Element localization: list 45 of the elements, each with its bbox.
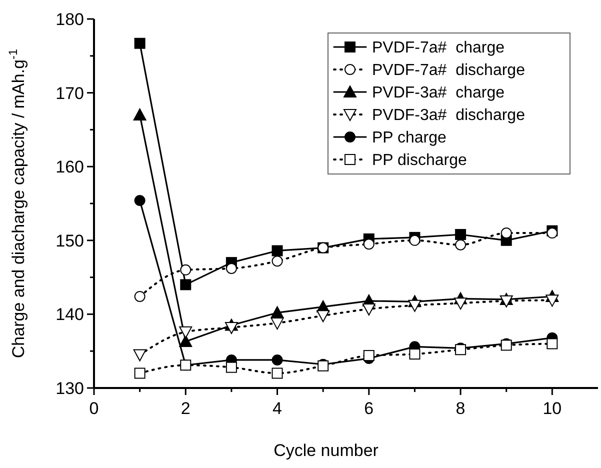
x-tick-label: 10 bbox=[542, 399, 562, 418]
point bbox=[362, 304, 376, 316]
legend-label: PVDF-7a# discharge bbox=[372, 62, 526, 80]
point bbox=[316, 310, 330, 322]
point bbox=[272, 354, 283, 366]
legend-label: PVDF-3a# discharge bbox=[372, 107, 526, 124]
x-tick-label: 8 bbox=[456, 399, 466, 418]
point bbox=[454, 298, 468, 310]
legend-label: PVDF-7a# charge bbox=[372, 40, 505, 57]
point bbox=[272, 368, 283, 379]
point bbox=[226, 362, 237, 373]
point bbox=[409, 348, 420, 360]
y-tick-label: 140 bbox=[56, 305, 84, 324]
point bbox=[272, 245, 283, 256]
point bbox=[133, 349, 146, 362]
point bbox=[134, 368, 146, 379]
point bbox=[134, 38, 146, 49]
point bbox=[224, 322, 238, 334]
legend-label: PP discharge bbox=[372, 152, 467, 170]
y-tick-label: 160 bbox=[56, 158, 84, 177]
point bbox=[546, 228, 558, 239]
x-tick-label: 2 bbox=[180, 399, 190, 418]
point bbox=[134, 195, 146, 206]
legend-label: PVDF-3a# charge bbox=[372, 84, 505, 102]
point bbox=[179, 326, 192, 338]
point bbox=[546, 294, 559, 307]
y-tick-label: 170 bbox=[56, 84, 84, 103]
x-tick-label: 0 bbox=[89, 399, 99, 418]
point bbox=[363, 350, 374, 362]
point bbox=[179, 335, 192, 348]
point bbox=[180, 279, 192, 290]
point bbox=[409, 234, 420, 246]
point bbox=[408, 300, 422, 312]
point bbox=[270, 306, 284, 318]
y-tick-label: 150 bbox=[56, 231, 84, 250]
x-tick-label: 4 bbox=[272, 399, 282, 418]
point bbox=[133, 108, 146, 120]
x-axis-title: Cycle number bbox=[274, 441, 379, 460]
point bbox=[455, 228, 466, 240]
point bbox=[270, 318, 284, 330]
y-tick-label: 180 bbox=[56, 10, 84, 29]
legend-label: PP charge bbox=[372, 130, 447, 147]
y-tick-label: 130 bbox=[56, 378, 84, 398]
point bbox=[546, 338, 558, 350]
x-tick-label: 6 bbox=[364, 399, 374, 418]
